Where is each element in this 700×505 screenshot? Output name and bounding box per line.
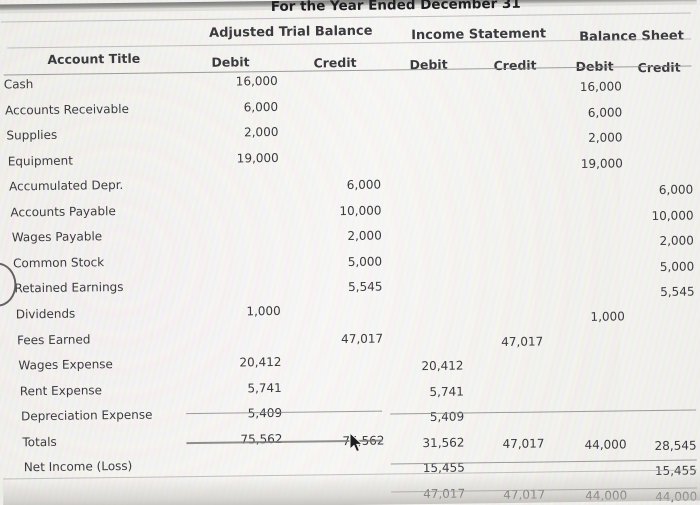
row-account-title: Accumulated Depr. — [9, 178, 124, 194]
cell-atb-credit: 5,545 — [348, 279, 383, 295]
cell-atb-credit: 2,000 — [347, 228, 382, 244]
row-account-title: Depreciation Expense — [21, 407, 153, 424]
row-account-title: Wages Expense — [18, 357, 113, 373]
cell-atb-debit: 20,412 — [239, 354, 282, 370]
bottom-shading — [2, 470, 700, 505]
cell-atb-debit: 19,000 — [236, 150, 279, 166]
row-account-title: Equipment — [7, 153, 74, 169]
cell-bs-credit: 6,000 — [658, 182, 694, 198]
cell-atb-debit: 5,741 — [247, 380, 282, 395]
cell-atb-credit: 6,000 — [346, 177, 382, 193]
cell-bs-debit: 1,000 — [590, 309, 625, 324]
cell-atb-credit: 5,000 — [347, 254, 383, 269]
row-account-title: Retained Earnings — [14, 280, 124, 296]
cell-bs-debit: 16,000 — [579, 79, 622, 94]
row-account-title: Totals — [22, 434, 57, 449]
column-header-atb-debit: Debit — [211, 54, 250, 70]
cell-bs-debit: 19,000 — [580, 156, 623, 171]
group-header-adjusted-trial-balance: Adjusted Trial Balance — [209, 23, 373, 41]
row-account-title: Accounts Receivable — [5, 101, 129, 118]
mouse-pointer-icon — [349, 432, 364, 453]
row-account-title: Dividends — [15, 306, 76, 322]
row-account-title: Supplies — [6, 127, 58, 143]
row-account-title: Fees Earned — [17, 331, 91, 347]
cell-atb-credit: 47,017 — [341, 331, 384, 346]
cell-atb-debit: 6,000 — [243, 99, 279, 114]
row-account-title: Wages Payable — [11, 229, 103, 245]
cell-bs-debit: 2,000 — [588, 130, 623, 145]
column-header-account-title: Account Title — [47, 50, 141, 67]
statement-period-title: For the Year Ended December 31 — [270, 0, 521, 16]
cell-is-credit: 47,017 — [501, 333, 544, 349]
cell-bs-credit: 2,000 — [659, 233, 694, 249]
row-account-title: Cash — [3, 77, 34, 92]
cell-atb-debit: 16,000 — [235, 73, 278, 89]
row-account-title: Net Income (Loss) — [23, 459, 133, 475]
group-header-balance-sheet: Balance Sheet — [579, 28, 684, 45]
cell-atb-debit: 5,409 — [247, 406, 283, 421]
cell-is-debit: 20,412 — [421, 358, 464, 374]
cell-bs-credit: 28,545 — [654, 438, 697, 453]
row-account-title: Rent Expense — [19, 382, 103, 398]
column-header-atb-credit: Credit — [313, 54, 357, 71]
row-account-title: Accounts Payable — [10, 203, 116, 220]
cell-bs-credit: 5,000 — [659, 259, 695, 274]
cell-atb-debit: 1,000 — [246, 303, 281, 319]
cell-bs-credit: 10,000 — [651, 208, 694, 223]
row-account-title: Common Stock — [13, 255, 105, 271]
column-header-is-credit: Credit — [493, 57, 537, 74]
cell-bs-debit: 6,000 — [587, 104, 623, 120]
column-header-bs-credit: Credit — [637, 59, 681, 76]
cell-atb-credit: 10,000 — [339, 203, 382, 218]
cell-bs-credit: 5,545 — [660, 284, 695, 300]
cell-is-debit: 5,741 — [429, 384, 464, 399]
cell-atb-debit: 2,000 — [243, 125, 279, 140]
